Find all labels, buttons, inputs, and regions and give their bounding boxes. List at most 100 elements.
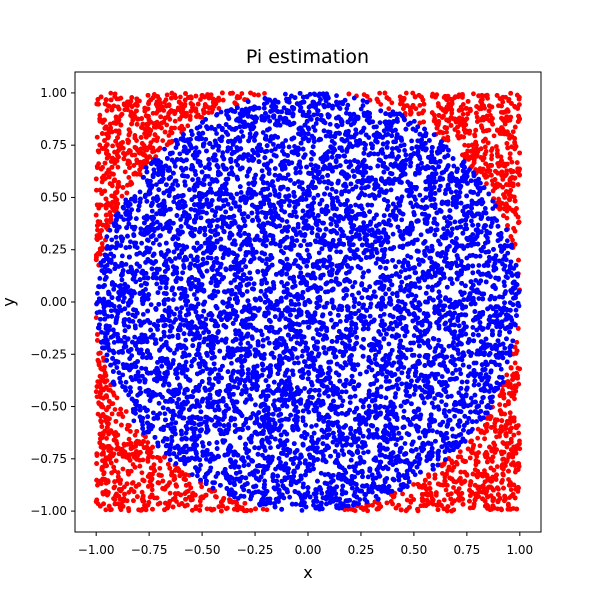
outside-point (103, 373, 109, 378)
outside-point (407, 504, 412, 510)
outside-point (99, 228, 104, 233)
outside-point (490, 121, 496, 127)
outside-point (459, 116, 465, 122)
inside-point (333, 99, 339, 105)
inside-point (327, 121, 333, 127)
outside-point (139, 470, 145, 476)
outside-point (374, 506, 380, 512)
outside-point (359, 505, 365, 511)
inside-point (200, 256, 206, 262)
outside-point (143, 503, 149, 509)
outside-point (116, 487, 122, 492)
outside-point (139, 116, 145, 121)
inside-point (193, 145, 199, 151)
inside-point (417, 435, 422, 441)
outside-point (440, 471, 445, 476)
inside-point (295, 360, 301, 366)
outside-point (164, 484, 169, 489)
outside-point (195, 101, 201, 107)
outside-point (134, 494, 140, 500)
outside-point (166, 501, 172, 507)
outside-point (421, 119, 426, 125)
inside-point (114, 365, 120, 370)
outside-point (501, 192, 506, 198)
outside-point (516, 257, 521, 263)
outside-point (239, 91, 245, 96)
outside-point (177, 473, 183, 479)
inside-point (144, 281, 149, 287)
outside-point (127, 165, 132, 171)
outside-point (116, 144, 122, 150)
outside-point (491, 440, 497, 446)
inside-point (304, 247, 310, 253)
outside-point (103, 456, 108, 462)
outside-point (149, 487, 155, 493)
outside-point (236, 95, 241, 100)
outside-point (490, 116, 495, 121)
outside-point (134, 428, 140, 434)
outside-point (436, 103, 442, 109)
outside-point (94, 394, 100, 400)
outside-point (114, 395, 120, 401)
outside-point (105, 135, 111, 141)
outside-point (113, 418, 119, 424)
inside-point (294, 238, 300, 243)
inside-point (351, 95, 357, 101)
outside-point (168, 95, 174, 101)
inside-point (108, 334, 114, 340)
outside-point (512, 124, 518, 130)
outside-point (382, 90, 388, 96)
outside-point (94, 134, 100, 140)
outside-point (422, 491, 428, 497)
outside-point (156, 472, 162, 478)
outside-point (517, 366, 522, 372)
outside-point (93, 315, 99, 321)
outside-point (116, 128, 122, 134)
outside-point (499, 507, 504, 513)
inside-point (459, 292, 465, 298)
outside-point (183, 472, 189, 478)
outside-point (170, 496, 176, 502)
outside-point (459, 107, 465, 112)
outside-point (153, 101, 159, 107)
inside-point (189, 363, 194, 369)
outside-point (120, 140, 125, 145)
outside-point (148, 477, 154, 483)
outside-point (97, 219, 103, 225)
inside-point (149, 208, 155, 214)
inside-point (352, 393, 358, 399)
inside-point (324, 185, 330, 191)
outside-point (126, 132, 132, 138)
outside-point (172, 118, 178, 124)
outside-point (429, 93, 435, 99)
outside-point (463, 122, 469, 128)
inside-point (279, 279, 284, 285)
outside-point (493, 168, 498, 174)
inside-point (355, 264, 361, 269)
outside-point (204, 103, 209, 109)
outside-point (485, 494, 490, 499)
outside-point (151, 462, 157, 468)
outside-point (471, 91, 476, 97)
inside-point (98, 316, 103, 322)
outside-point (384, 95, 390, 101)
inside-point (368, 165, 373, 171)
outside-point (507, 155, 513, 161)
outside-point (260, 506, 266, 512)
outside-point (503, 459, 509, 465)
outside-point (150, 506, 155, 512)
inside-point (132, 290, 138, 296)
outside-point (141, 151, 146, 157)
outside-point (171, 473, 177, 479)
outside-point (190, 105, 195, 110)
outside-point (135, 147, 141, 153)
outside-point (174, 466, 180, 472)
inside-point (436, 289, 442, 295)
inside-point (447, 318, 453, 324)
outside-point (219, 90, 225, 96)
outside-point (462, 142, 468, 148)
outside-point (127, 441, 133, 447)
outside-point (193, 504, 199, 510)
outside-point (507, 506, 512, 512)
outside-point (116, 179, 122, 185)
